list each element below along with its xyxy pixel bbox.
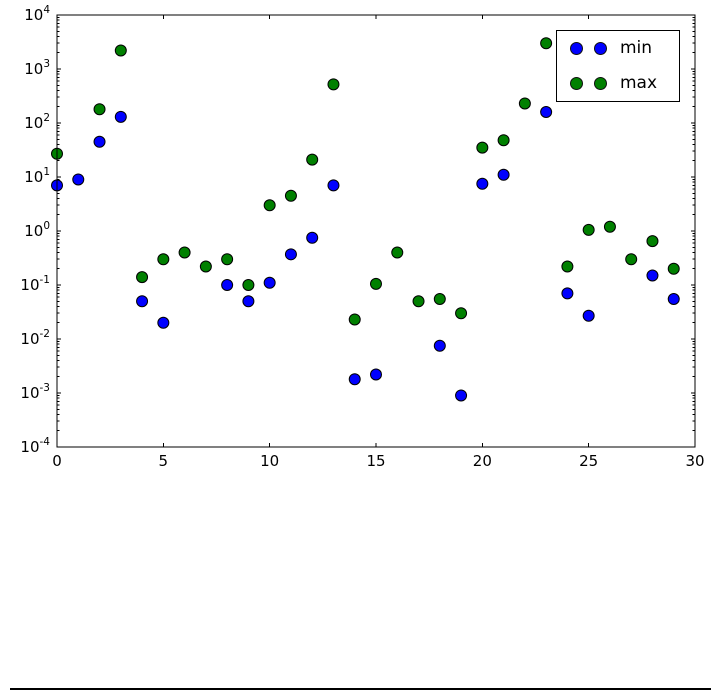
data-point-max: [582, 223, 595, 236]
data-point-min: [284, 248, 297, 261]
x-tick-label: 25: [579, 452, 598, 470]
data-point-max: [603, 220, 616, 233]
min-marker-icon: [594, 42, 607, 55]
bottom-divider: [10, 688, 711, 690]
data-point-max: [199, 260, 212, 273]
data-point-min: [93, 135, 106, 148]
data-point-min: [667, 293, 680, 306]
y-tick-label: 101: [24, 166, 50, 186]
x-tick-label: 5: [159, 452, 169, 470]
y-tick-label: 100: [24, 220, 50, 240]
max-marker-icon: [570, 77, 583, 90]
y-tick-label: 10-4: [20, 436, 50, 456]
data-point-min: [327, 179, 340, 192]
data-point-max: [540, 37, 553, 50]
data-point-max: [157, 253, 170, 266]
data-point-max: [348, 313, 361, 326]
data-point-min: [540, 105, 553, 118]
data-point-min: [72, 173, 85, 186]
y-tick-label: 102: [24, 112, 50, 132]
x-tick-label: 15: [366, 452, 385, 470]
data-point-min: [497, 168, 510, 181]
y-tick-label: 10-3: [20, 382, 50, 402]
data-point-max: [497, 134, 510, 147]
data-point-min: [646, 269, 659, 282]
data-point-max: [433, 293, 446, 306]
data-point-max: [284, 189, 297, 202]
data-point-max: [667, 262, 680, 275]
y-tick-label: 10-2: [20, 328, 50, 348]
data-point-max: [93, 103, 106, 116]
min-marker-icon: [570, 42, 583, 55]
legend-entry-min: min: [557, 31, 679, 66]
y-tick-label: 103: [24, 58, 50, 78]
data-point-min: [561, 287, 574, 300]
x-tick-label: 30: [685, 452, 704, 470]
data-point-max: [136, 271, 149, 284]
data-point-min: [306, 231, 319, 244]
data-point-max: [306, 153, 319, 166]
data-point-max: [476, 141, 489, 154]
data-point-min: [455, 389, 468, 402]
data-point-max: [625, 253, 638, 266]
data-point-min: [114, 110, 127, 123]
data-point-min: [476, 177, 489, 190]
x-tick-label: 0: [52, 452, 62, 470]
x-tick-label: 10: [260, 452, 279, 470]
data-point-max: [178, 246, 191, 259]
data-point-max: [391, 246, 404, 259]
data-point-min: [157, 316, 170, 329]
data-point-max: [327, 78, 340, 91]
y-tick-label: 104: [24, 4, 50, 24]
data-point-min: [242, 295, 255, 308]
x-tick-label: 20: [473, 452, 492, 470]
max-marker-icon: [594, 77, 607, 90]
legend-label-max: max: [620, 73, 658, 93]
data-point-max: [518, 97, 531, 110]
data-point-max: [412, 295, 425, 308]
legend-label-min: min: [620, 38, 653, 58]
data-point-min: [348, 373, 361, 386]
data-point-max: [242, 279, 255, 291]
data-point-max: [646, 235, 659, 248]
data-point-max: [455, 307, 468, 320]
data-point-max: [561, 260, 574, 273]
legend: min max: [556, 30, 680, 102]
data-point-max: [221, 253, 234, 266]
data-point-min: [370, 368, 382, 381]
data-point-min: [221, 279, 234, 291]
data-point-min: [136, 295, 149, 308]
legend-entry-max: max: [557, 66, 679, 101]
y-tick-label: 10-1: [20, 274, 50, 294]
data-point-min: [263, 276, 276, 289]
data-point-max: [114, 44, 127, 57]
axes-frame: [56, 14, 696, 448]
data-point-min: [433, 339, 446, 352]
data-point-max: [263, 199, 276, 212]
data-point-min: [582, 309, 595, 322]
data-point-max: [370, 277, 382, 290]
